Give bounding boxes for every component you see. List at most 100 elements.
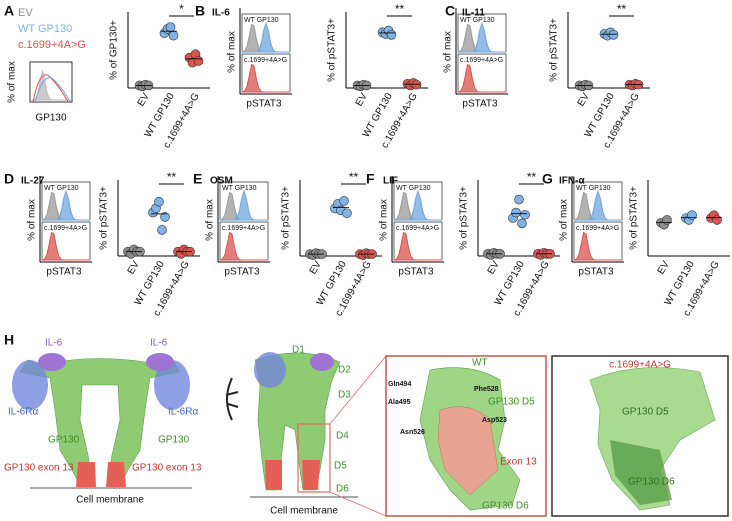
domain-label: GP130 D5 xyxy=(622,407,669,418)
inset-xlabel: pSTAT3 xyxy=(246,99,282,110)
data-point xyxy=(662,215,672,225)
panel-title: IL-27 xyxy=(21,176,45,187)
panel-letter: C xyxy=(445,3,455,19)
y-axis-label: % of GP130+ xyxy=(109,20,120,80)
y-axis-label: % of pSTAT3+ xyxy=(459,186,470,250)
data-point xyxy=(339,196,349,206)
histogram xyxy=(458,21,506,53)
data-point xyxy=(520,209,530,220)
data-point xyxy=(154,196,164,207)
panel-h-art xyxy=(12,352,729,517)
inset-label: WT GP130 xyxy=(396,185,431,192)
histogram xyxy=(219,231,268,261)
ligand-label: IL-6 xyxy=(150,338,168,349)
inset-label: c.1699+4A>G xyxy=(576,225,619,232)
domain-label: D4 xyxy=(336,431,349,442)
inset-xlabel: pSTAT3 xyxy=(398,267,434,278)
residue-label: Phe528 xyxy=(474,386,499,393)
panel-letter: G xyxy=(542,171,553,187)
histogram xyxy=(32,74,69,103)
data-point xyxy=(608,29,619,40)
residue-label: Asn526 xyxy=(400,429,425,436)
x-tick-label: EV xyxy=(656,259,672,276)
y-axis-label: % of pSTAT3+ xyxy=(281,186,292,250)
legend-label: WT GP130 xyxy=(18,23,72,35)
panel-h-text: H IL-6 IL-6 IL-6Rα IL-6Rα GP130 GP130 GP… xyxy=(4,332,675,517)
data-point xyxy=(193,56,204,66)
domain-label: D3 xyxy=(338,390,351,401)
exon-label: GP130 exon 13 xyxy=(132,463,202,474)
inset-label: c.1699+4A>G xyxy=(44,225,87,232)
y-axis-label: % of pSTAT3+ xyxy=(99,186,110,250)
inset-xlabel: pSTAT3 xyxy=(224,267,260,278)
inset-ylabel: % of max xyxy=(559,199,570,241)
membrane-label: Cell membrane xyxy=(76,495,144,506)
inset-label: WT GP130 xyxy=(460,17,495,24)
y-axis-label: % of pSTAT3+ xyxy=(629,186,640,250)
inset-box xyxy=(29,61,73,103)
legend-label: EV xyxy=(18,7,33,19)
histogram xyxy=(220,189,268,221)
inset-xlabel: pSTAT3 xyxy=(462,99,498,110)
histogram xyxy=(242,21,290,53)
receptor-label: IL-6Rα xyxy=(8,407,38,418)
domain-label: D5 xyxy=(334,461,347,472)
inset-label: c.1699+4A>G xyxy=(460,57,503,64)
data-point xyxy=(342,208,352,219)
inset-label: c.1699+4A>G xyxy=(396,225,439,232)
inset-label: WT GP130 xyxy=(222,185,257,192)
inset-ylabel: % of max xyxy=(379,199,390,241)
residue-label: Ala495 xyxy=(388,399,411,406)
domain-label: GP130 D6 xyxy=(628,477,675,488)
data-point xyxy=(517,218,527,229)
inset-ylabel: % of max xyxy=(227,31,238,73)
inset-label: WT GP130 xyxy=(244,17,279,24)
data-point xyxy=(165,22,176,33)
histogram xyxy=(573,231,622,261)
significance-label: ** xyxy=(617,2,627,16)
panel-letter: H xyxy=(4,332,14,348)
significance-label: * xyxy=(179,2,184,16)
legend-label: c.1699+4A>G xyxy=(18,39,86,51)
inset-xlabel: pSTAT3 xyxy=(578,267,614,278)
inset-label: c.1699+4A>G xyxy=(222,225,265,232)
domain-label: D1 xyxy=(292,345,305,356)
exon-label: GP130 exon 13 xyxy=(4,463,74,474)
data-point xyxy=(157,225,167,235)
data-point xyxy=(511,207,521,218)
histogram xyxy=(42,189,90,221)
ligand-label: IL-6 xyxy=(45,338,63,349)
histogram xyxy=(393,231,442,261)
domain-label: D2 xyxy=(338,365,351,376)
data-point xyxy=(687,210,697,220)
inset-label: WT GP130 xyxy=(576,185,611,192)
panel-title: IL-11 xyxy=(462,8,485,19)
chain-label: GP130 xyxy=(48,435,80,446)
panel-letter: B xyxy=(195,3,205,19)
domain-label: D6 xyxy=(336,484,349,495)
inset-ylabel: % of max xyxy=(205,199,216,241)
significance-label: ** xyxy=(167,170,177,184)
x-tick-label: EV xyxy=(126,259,142,276)
histogram xyxy=(457,63,506,93)
zoom-title: WT xyxy=(472,358,488,369)
receptor-label: IL-6Rα xyxy=(168,407,198,418)
significance-label: ** xyxy=(395,2,405,16)
x-tick-label: EV xyxy=(308,259,324,276)
inset-ylabel: % of max xyxy=(7,61,18,103)
data-point xyxy=(411,79,422,90)
panel-title: IL-6 xyxy=(212,8,230,19)
significance-label: ** xyxy=(349,170,359,184)
y-axis-label: % of pSTAT3+ xyxy=(549,18,560,82)
exon-label: Exon 13 xyxy=(500,457,537,468)
data-point xyxy=(160,212,170,222)
histogram xyxy=(41,231,90,261)
panel-letter: F xyxy=(366,171,375,187)
data-point xyxy=(514,194,524,205)
inset-label: WT GP130 xyxy=(44,185,79,192)
chain-label: GP130 xyxy=(158,435,190,446)
data-point xyxy=(386,29,397,40)
zoom-title: c.1699+4A>G xyxy=(609,360,671,371)
membrane-label: Cell membrane xyxy=(270,506,338,517)
